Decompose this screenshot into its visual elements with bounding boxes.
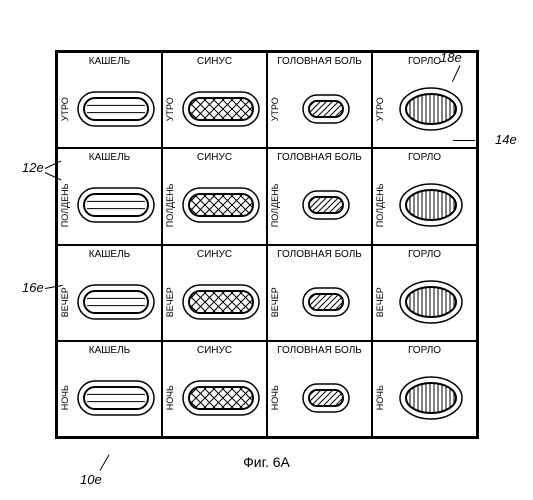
figure-caption: Фиг. 6А: [20, 454, 513, 470]
column-header: ГОРЛО: [373, 53, 476, 71]
pill-grid: КАШЕЛЬУТРО СИНУСУТРО ГОЛОВНАЯ БОЛЬУТРО Г…: [55, 50, 479, 439]
grid-cell: ГОЛОВНАЯ БОЛЬВЕЧЕР: [267, 245, 372, 341]
row-label: УТРО: [58, 71, 71, 147]
row-label: УТРО: [373, 71, 386, 147]
pill-shape: [281, 167, 371, 243]
row-label: НОЧЬ: [373, 360, 386, 436]
column-header: ГОРЛО: [373, 342, 476, 360]
pill-shape: [176, 167, 266, 243]
column-header: КАШЕЛЬ: [58, 149, 161, 167]
figure-container: 18e 14e 12e 16e 10e КАШЕЛЬУТРО СИНУСУТРО…: [20, 50, 513, 470]
column-header: ГОЛОВНАЯ БОЛЬ: [268, 342, 371, 360]
row-label: ВЕЧЕР: [58, 264, 71, 340]
row-label: НОЧЬ: [58, 360, 71, 436]
cell-body: ПОЛДЕНЬ: [268, 167, 371, 243]
column-header: СИНУС: [163, 53, 266, 71]
grid-cell: КАШЕЛЬВЕЧЕР: [57, 245, 162, 341]
grid-cell: ГОРЛОУТРО: [372, 52, 477, 148]
grid-cell: КАШЕЛЬПОЛДЕНЬ: [57, 148, 162, 244]
cell-body: ПОЛДЕНЬ: [373, 167, 476, 243]
pill-shape: [176, 360, 266, 436]
column-header: ГОРЛО: [373, 149, 476, 167]
callout-12e: 12e: [22, 160, 44, 175]
row-label: ВЕЧЕР: [163, 264, 176, 340]
row-label: НОЧЬ: [163, 360, 176, 436]
row-label: ПОЛДЕНЬ: [58, 167, 71, 243]
pill-shape: [176, 264, 266, 340]
column-header: КАШЕЛЬ: [58, 53, 161, 71]
column-header: СИНУС: [163, 342, 266, 360]
cell-body: УТРО: [58, 71, 161, 147]
cell-body: ПОЛДЕНЬ: [58, 167, 161, 243]
grid-cell: КАШЕЛЬУТРО: [57, 52, 162, 148]
grid-cell: ГОЛОВНАЯ БОЛЬНОЧЬ: [267, 341, 372, 437]
pill-shape: [281, 264, 371, 340]
cell-body: ПОЛДЕНЬ: [163, 167, 266, 243]
grid-cell: ГОЛОВНАЯ БОЛЬПОЛДЕНЬ: [267, 148, 372, 244]
pill-shape: [176, 71, 266, 147]
row-label: ПОЛДЕНЬ: [163, 167, 176, 243]
pill-shape: [386, 360, 476, 436]
grid-cell: ГОЛОВНАЯ БОЛЬУТРО: [267, 52, 372, 148]
pill-shape: [71, 167, 161, 243]
cell-body: ВЕЧЕР: [268, 264, 371, 340]
row-label: УТРО: [268, 71, 281, 147]
column-header: КАШЕЛЬ: [58, 342, 161, 360]
column-header: ГОЛОВНАЯ БОЛЬ: [268, 246, 371, 264]
row-label: ПОЛДЕНЬ: [373, 167, 386, 243]
pill-shape: [386, 264, 476, 340]
column-header: СИНУС: [163, 149, 266, 167]
cell-body: НОЧЬ: [58, 360, 161, 436]
cell-body: ВЕЧЕР: [373, 264, 476, 340]
row-label: ПОЛДЕНЬ: [268, 167, 281, 243]
column-header: КАШЕЛЬ: [58, 246, 161, 264]
grid-cell: КАШЕЛЬНОЧЬ: [57, 341, 162, 437]
grid-cell: СИНУСВЕЧЕР: [162, 245, 267, 341]
grid-cell: ГОРЛОНОЧЬ: [372, 341, 477, 437]
row-label: НОЧЬ: [268, 360, 281, 436]
row-label: УТРО: [163, 71, 176, 147]
pill-shape: [281, 71, 371, 147]
grid-cell: ГОРЛОПОЛДЕНЬ: [372, 148, 477, 244]
callout-10e: 10e: [80, 472, 102, 487]
grid-cell: СИНУСПОЛДЕНЬ: [162, 148, 267, 244]
row-label: ВЕЧЕР: [268, 264, 281, 340]
column-header: ГОЛОВНАЯ БОЛЬ: [268, 149, 371, 167]
cell-body: ВЕЧЕР: [58, 264, 161, 340]
pill-shape: [281, 360, 371, 436]
pill-shape: [386, 167, 476, 243]
cell-body: НОЧЬ: [268, 360, 371, 436]
column-header: ГОЛОВНАЯ БОЛЬ: [268, 53, 371, 71]
cell-body: УТРО: [163, 71, 266, 147]
cell-body: ВЕЧЕР: [163, 264, 266, 340]
cell-body: НОЧЬ: [373, 360, 476, 436]
grid-cell: СИНУСУТРО: [162, 52, 267, 148]
grid-cell: СИНУСНОЧЬ: [162, 341, 267, 437]
callout-16e: 16e: [22, 280, 44, 295]
cell-body: УТРО: [373, 71, 476, 147]
column-header: СИНУС: [163, 246, 266, 264]
pill-shape: [71, 360, 161, 436]
pill-shape: [386, 71, 476, 147]
column-header: ГОРЛО: [373, 246, 476, 264]
pill-shape: [71, 264, 161, 340]
row-label: ВЕЧЕР: [373, 264, 386, 340]
grid-cell: ГОРЛОВЕЧЕР: [372, 245, 477, 341]
cell-body: НОЧЬ: [163, 360, 266, 436]
callout-14e: 14e: [495, 132, 517, 147]
cell-body: УТРО: [268, 71, 371, 147]
pill-shape: [71, 71, 161, 147]
